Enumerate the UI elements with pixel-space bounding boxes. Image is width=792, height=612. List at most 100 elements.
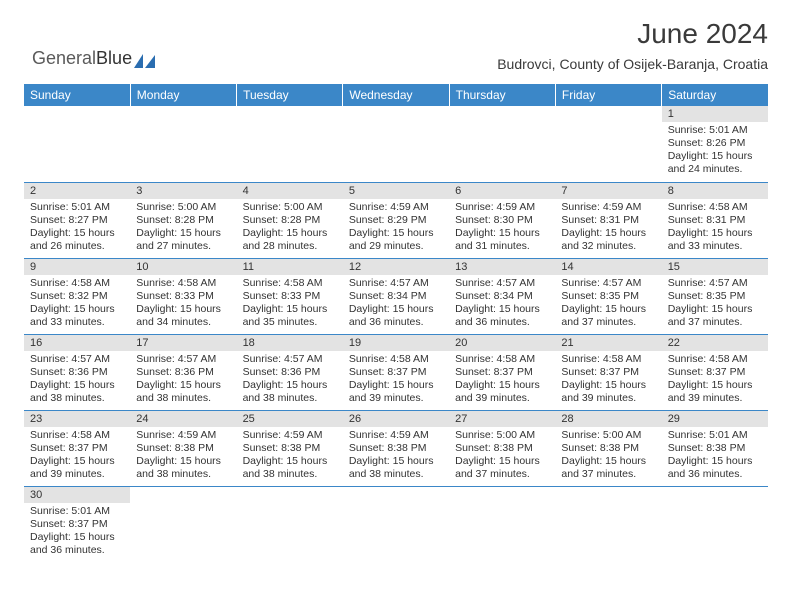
daylight-line: Daylight: 15 hours and 29 minutes. [349,227,443,253]
calendar-cell: 7Sunrise: 4:59 AMSunset: 8:31 PMDaylight… [555,182,661,258]
empty-day [449,487,555,503]
calendar-cell [449,486,555,562]
day-content: Sunrise: 5:01 AMSunset: 8:38 PMDaylight:… [662,427,768,486]
daylight-line: Daylight: 15 hours and 39 minutes. [455,379,549,405]
sunset-line: Sunset: 8:35 PM [561,290,655,303]
day-content: Sunrise: 4:58 AMSunset: 8:33 PMDaylight:… [130,275,236,334]
daylight-line: Daylight: 15 hours and 28 minutes. [243,227,337,253]
day-content: Sunrise: 4:58 AMSunset: 8:33 PMDaylight:… [237,275,343,334]
sunset-line: Sunset: 8:36 PM [136,366,230,379]
sunset-line: Sunset: 8:37 PM [455,366,549,379]
day-number: 27 [449,411,555,427]
day-number: 24 [130,411,236,427]
sunset-line: Sunset: 8:28 PM [243,214,337,227]
sunrise-line: Sunrise: 4:58 AM [668,353,762,366]
day-content: Sunrise: 4:58 AMSunset: 8:37 PMDaylight:… [343,351,449,410]
sunset-line: Sunset: 8:37 PM [30,518,124,531]
sunset-line: Sunset: 8:32 PM [30,290,124,303]
empty-day [343,487,449,503]
sunrise-line: Sunrise: 4:58 AM [243,277,337,290]
day-number: 4 [237,183,343,199]
day-number: 17 [130,335,236,351]
sunset-line: Sunset: 8:37 PM [668,366,762,379]
sunrise-line: Sunrise: 5:01 AM [30,505,124,518]
day-content: Sunrise: 4:59 AMSunset: 8:29 PMDaylight:… [343,199,449,258]
empty-day [237,106,343,122]
daylight-line: Daylight: 15 hours and 27 minutes. [136,227,230,253]
day-number: 6 [449,183,555,199]
sunset-line: Sunset: 8:38 PM [561,442,655,455]
daylight-line: Daylight: 15 hours and 38 minutes. [136,379,230,405]
calendar-cell [237,106,343,182]
sunset-line: Sunset: 8:38 PM [243,442,337,455]
sunrise-line: Sunrise: 4:59 AM [349,201,443,214]
day-number: 28 [555,411,661,427]
daylight-line: Daylight: 15 hours and 37 minutes. [455,455,549,481]
day-header: Thursday [449,84,555,106]
daylight-line: Daylight: 15 hours and 36 minutes. [455,303,549,329]
sunset-line: Sunset: 8:38 PM [455,442,549,455]
day-content: Sunrise: 5:00 AMSunset: 8:28 PMDaylight:… [130,199,236,258]
day-number: 15 [662,259,768,275]
day-content: Sunrise: 4:59 AMSunset: 8:38 PMDaylight:… [237,427,343,486]
day-content: Sunrise: 4:58 AMSunset: 8:31 PMDaylight:… [662,199,768,258]
daylight-line: Daylight: 15 hours and 38 minutes. [136,455,230,481]
brand-logo: GeneralBlue [32,48,156,69]
day-number: 13 [449,259,555,275]
sunrise-line: Sunrise: 4:59 AM [243,429,337,442]
sail-icon [134,52,156,66]
day-header: Friday [555,84,661,106]
calendar-cell [130,486,236,562]
sunset-line: Sunset: 8:29 PM [349,214,443,227]
day-number: 10 [130,259,236,275]
calendar-cell [130,106,236,182]
calendar-cell: 21Sunrise: 4:58 AMSunset: 8:37 PMDayligh… [555,334,661,410]
calendar-cell [237,486,343,562]
day-content: Sunrise: 4:57 AMSunset: 8:34 PMDaylight:… [343,275,449,334]
daylight-line: Daylight: 15 hours and 33 minutes. [668,227,762,253]
day-content: Sunrise: 4:58 AMSunset: 8:37 PMDaylight:… [662,351,768,410]
calendar-cell: 6Sunrise: 4:59 AMSunset: 8:30 PMDaylight… [449,182,555,258]
calendar-cell: 4Sunrise: 5:00 AMSunset: 8:28 PMDaylight… [237,182,343,258]
sunrise-line: Sunrise: 4:58 AM [136,277,230,290]
sunset-line: Sunset: 8:38 PM [349,442,443,455]
day-content: Sunrise: 4:59 AMSunset: 8:30 PMDaylight:… [449,199,555,258]
month-title: June 2024 [32,18,768,50]
calendar-cell: 8Sunrise: 4:58 AMSunset: 8:31 PMDaylight… [662,182,768,258]
empty-day [449,106,555,122]
sunset-line: Sunset: 8:34 PM [349,290,443,303]
calendar-cell: 17Sunrise: 4:57 AMSunset: 8:36 PMDayligh… [130,334,236,410]
day-number: 9 [24,259,130,275]
sunset-line: Sunset: 8:36 PM [243,366,337,379]
sunset-line: Sunset: 8:26 PM [668,137,762,150]
calendar-cell [343,106,449,182]
calendar-grid: SundayMondayTuesdayWednesdayThursdayFrid… [24,84,768,562]
day-content: Sunrise: 4:57 AMSunset: 8:36 PMDaylight:… [24,351,130,410]
sunrise-line: Sunrise: 5:00 AM [561,429,655,442]
calendar-cell [24,106,130,182]
day-content: Sunrise: 4:57 AMSunset: 8:35 PMDaylight:… [555,275,661,334]
calendar-cell: 23Sunrise: 4:58 AMSunset: 8:37 PMDayligh… [24,410,130,486]
calendar-cell: 1Sunrise: 5:01 AMSunset: 8:26 PMDaylight… [662,106,768,182]
day-number: 8 [662,183,768,199]
day-content: Sunrise: 4:58 AMSunset: 8:37 PMDaylight:… [24,427,130,486]
day-content: Sunrise: 4:59 AMSunset: 8:31 PMDaylight:… [555,199,661,258]
daylight-line: Daylight: 15 hours and 37 minutes. [561,303,655,329]
calendar-cell: 10Sunrise: 4:58 AMSunset: 8:33 PMDayligh… [130,258,236,334]
day-number: 23 [24,411,130,427]
calendar-cell: 26Sunrise: 4:59 AMSunset: 8:38 PMDayligh… [343,410,449,486]
day-number: 1 [662,106,768,122]
sunset-line: Sunset: 8:27 PM [30,214,124,227]
day-content: Sunrise: 5:00 AMSunset: 8:38 PMDaylight:… [555,427,661,486]
calendar-cell: 11Sunrise: 4:58 AMSunset: 8:33 PMDayligh… [237,258,343,334]
calendar-cell: 15Sunrise: 4:57 AMSunset: 8:35 PMDayligh… [662,258,768,334]
daylight-line: Daylight: 15 hours and 37 minutes. [561,455,655,481]
daylight-line: Daylight: 15 hours and 37 minutes. [668,303,762,329]
daylight-line: Daylight: 15 hours and 36 minutes. [30,531,124,557]
calendar-cell: 20Sunrise: 4:58 AMSunset: 8:37 PMDayligh… [449,334,555,410]
daylight-line: Daylight: 15 hours and 38 minutes. [30,379,124,405]
empty-day [24,106,130,122]
calendar-cell: 12Sunrise: 4:57 AMSunset: 8:34 PMDayligh… [343,258,449,334]
daylight-line: Daylight: 15 hours and 26 minutes. [30,227,124,253]
daylight-line: Daylight: 15 hours and 34 minutes. [136,303,230,329]
